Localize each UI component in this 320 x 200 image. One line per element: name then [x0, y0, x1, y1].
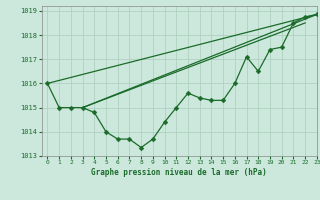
X-axis label: Graphe pression niveau de la mer (hPa): Graphe pression niveau de la mer (hPa) — [91, 168, 267, 177]
